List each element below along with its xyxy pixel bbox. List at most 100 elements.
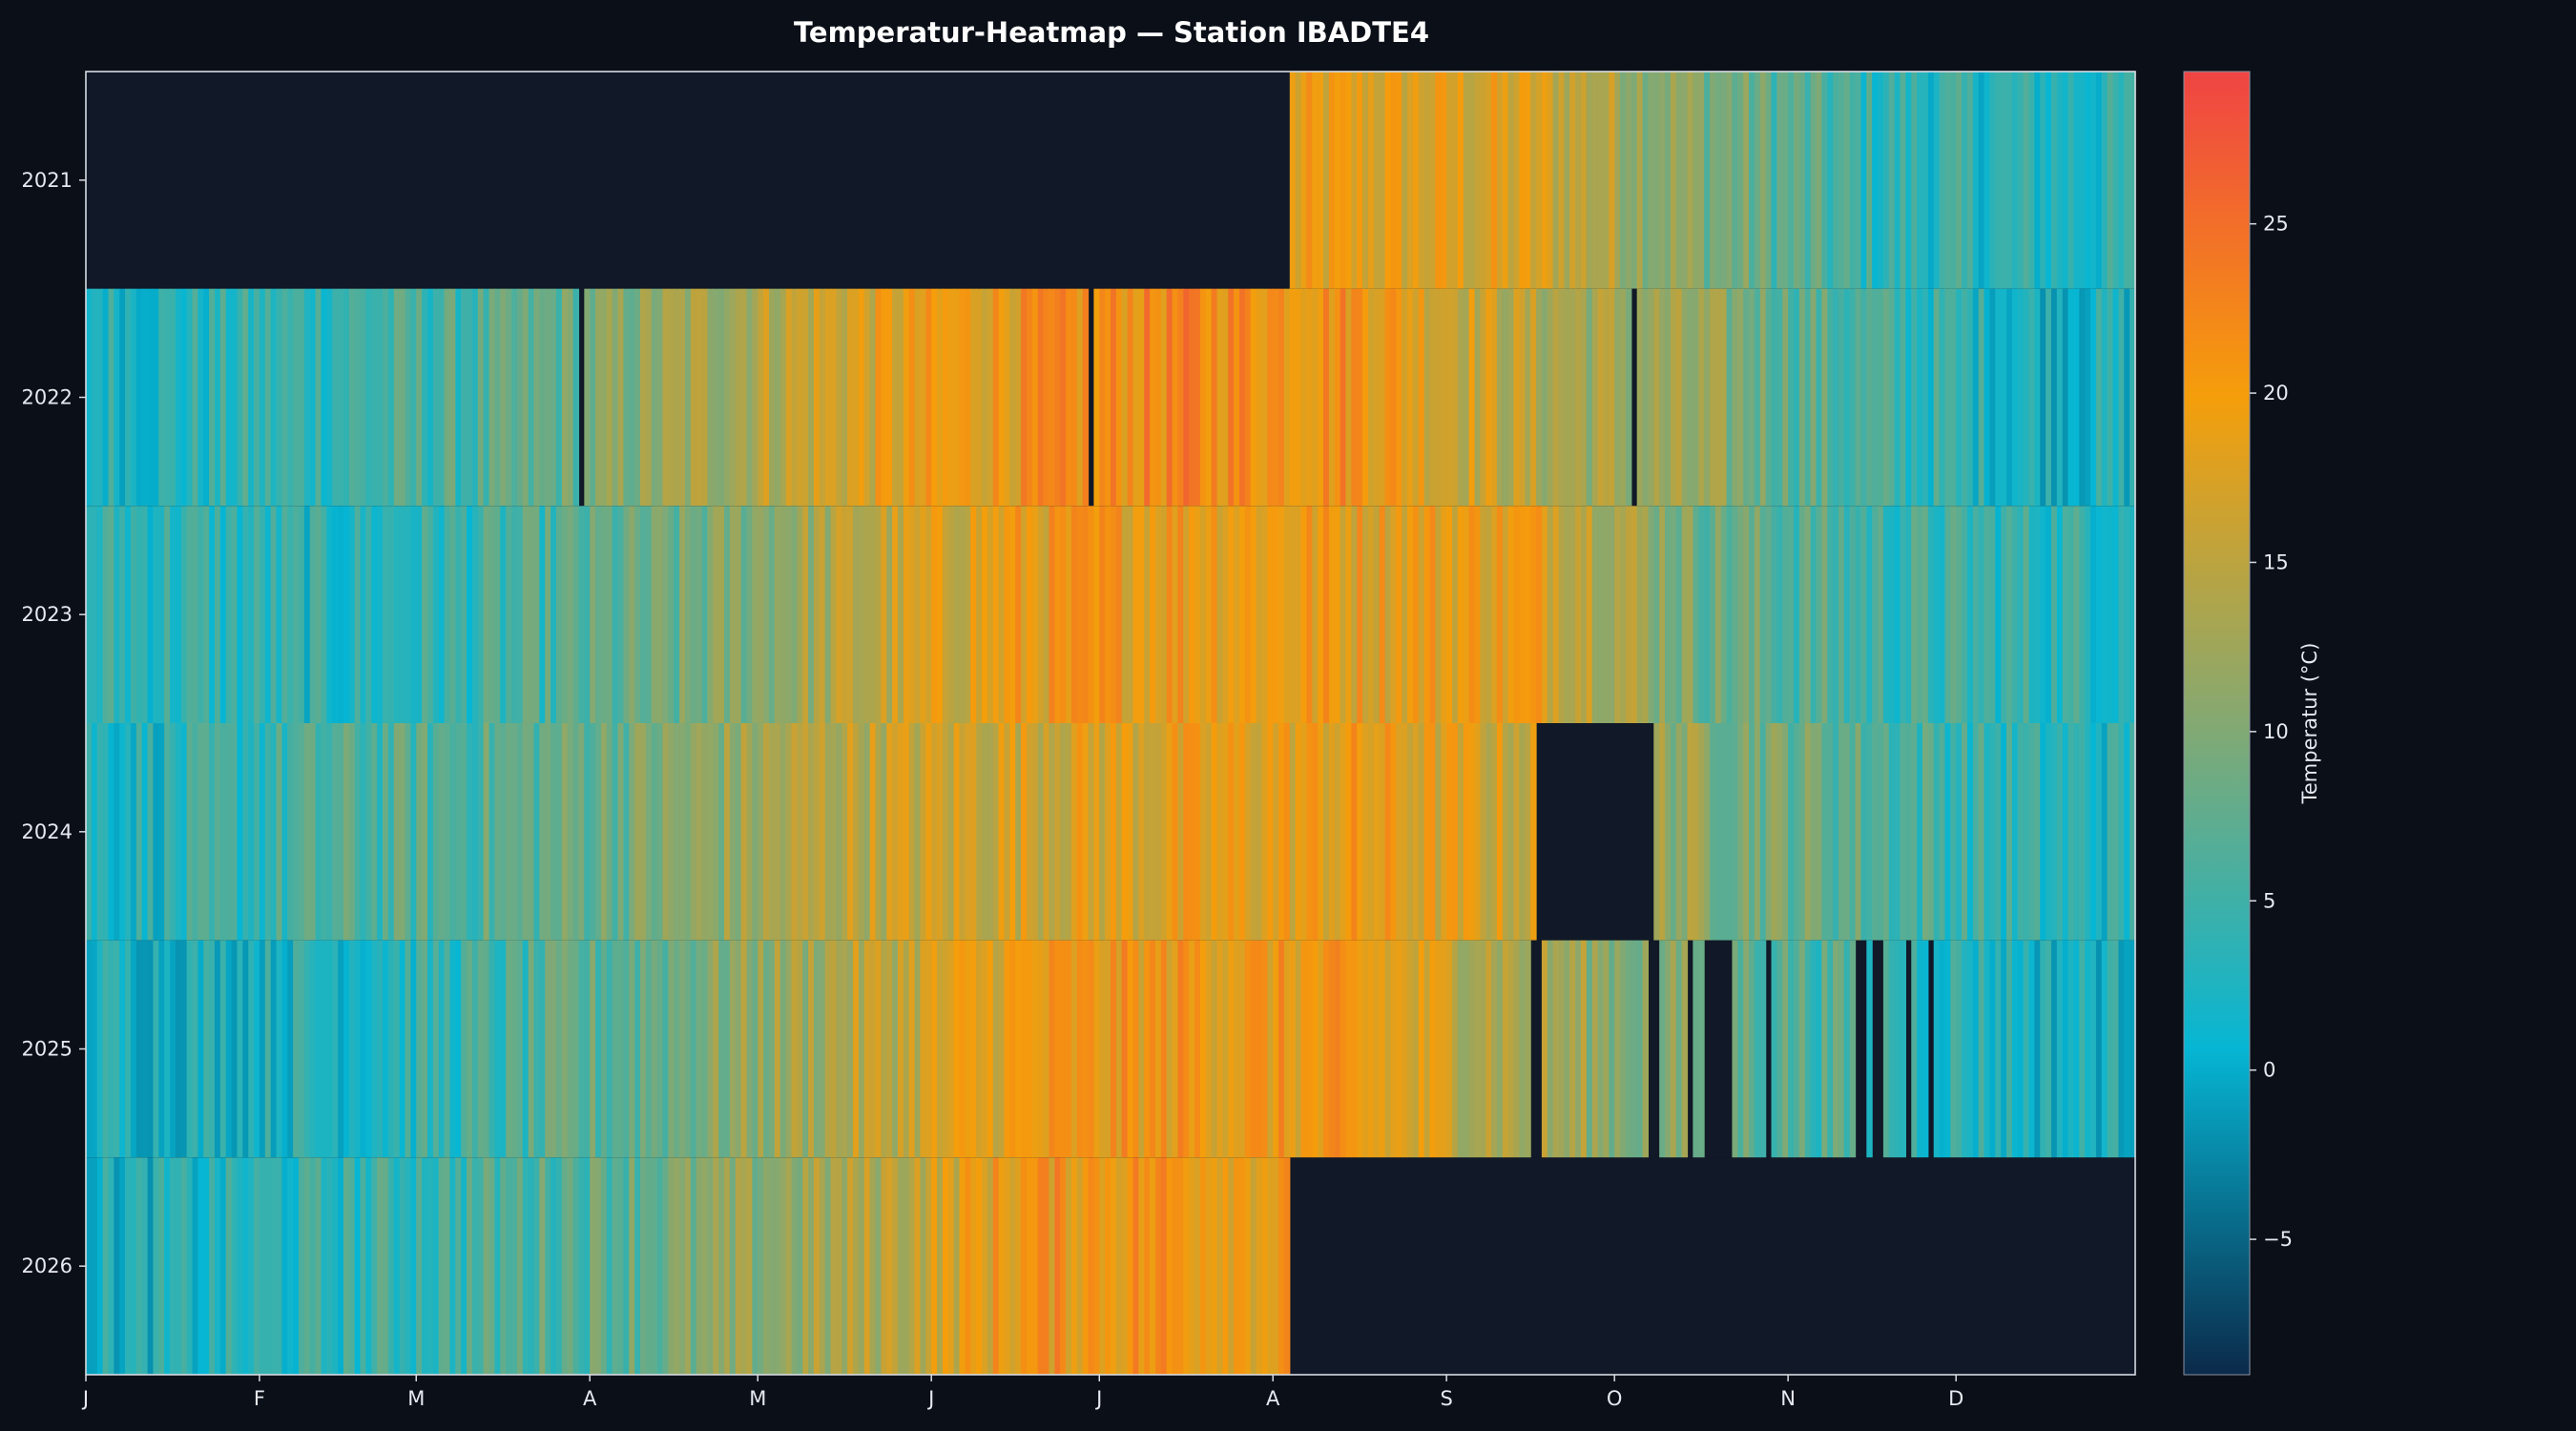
heat-cell <box>1978 723 1985 941</box>
heat-cell <box>1894 506 1901 723</box>
heat-cell <box>483 1157 490 1375</box>
heat-cell <box>1882 506 1890 723</box>
heat-cell <box>1093 288 1100 507</box>
heat-cell <box>1872 72 1879 289</box>
heat-cell <box>270 506 278 723</box>
heat-cell <box>1189 723 1195 941</box>
heat-cell <box>86 1157 93 1375</box>
heat-cell <box>1631 72 1638 289</box>
heat-cell <box>2090 72 2097 289</box>
heat-cell <box>1037 1157 1045 1375</box>
heat-cell <box>444 506 451 723</box>
heat-cell <box>1195 940 1201 1158</box>
heat-cell <box>1172 723 1179 941</box>
heat-cell <box>528 940 535 1158</box>
heat-cell <box>1300 940 1308 1158</box>
heat-cell <box>763 723 770 941</box>
heat-cell <box>1714 723 1722 941</box>
heat-cell <box>617 288 625 507</box>
heat-cell <box>293 940 300 1158</box>
heat-cell <box>158 288 165 507</box>
heat-cell <box>1256 1157 1263 1375</box>
heat-cell <box>153 940 159 1158</box>
heat-cell <box>976 723 983 941</box>
heat-cell <box>623 940 630 1158</box>
heat-cell <box>947 723 955 941</box>
heat-cell <box>1144 940 1151 1158</box>
heat-cell <box>2124 723 2130 941</box>
heat-cell <box>1177 288 1184 507</box>
heat-cell <box>1962 72 1968 289</box>
heat-cell <box>1295 72 1302 289</box>
heat-cell <box>405 288 411 507</box>
heat-cell <box>399 940 406 1158</box>
heat-cell <box>1552 506 1560 723</box>
heat-cell <box>516 506 524 723</box>
heat-cell <box>555 506 563 723</box>
heat-cell <box>740 506 748 723</box>
heat-cell <box>1367 72 1375 289</box>
heat-cell <box>1088 506 1094 723</box>
heat-cell <box>1423 940 1431 1158</box>
heat-cell <box>254 723 260 941</box>
heat-cell <box>629 723 635 941</box>
heat-cell <box>1205 288 1213 507</box>
heat-cell <box>1653 288 1660 507</box>
heat-cell <box>920 1157 926 1375</box>
heat-cell <box>1195 1157 1201 1375</box>
heat-cell <box>1261 1157 1268 1375</box>
heat-cell <box>147 723 155 941</box>
heat-cell <box>1004 506 1010 723</box>
heat-cell <box>600 723 608 941</box>
heat-cell <box>399 288 406 507</box>
heat-cell <box>1491 506 1498 723</box>
heat-cell <box>1396 288 1402 507</box>
heat-cell <box>1463 940 1470 1158</box>
heat-cell <box>2079 288 2086 507</box>
heat-cell <box>1502 506 1509 723</box>
heat-cell <box>2056 72 2064 289</box>
heat-cell <box>1222 288 1229 507</box>
heat-cell <box>1966 506 1974 723</box>
heat-cell <box>2046 506 2052 723</box>
heat-cell <box>1496 940 1504 1158</box>
heat-cell <box>869 506 877 723</box>
heat-cell <box>1788 723 1795 941</box>
heat-cell <box>371 1157 378 1375</box>
heat-cell <box>511 288 518 507</box>
heat-cell <box>209 288 216 507</box>
heat-cell <box>724 1157 731 1375</box>
heat-cell <box>1244 506 1252 723</box>
heat-cell <box>662 1157 669 1375</box>
heat-cell <box>1407 723 1414 941</box>
heat-cell <box>1956 723 1963 941</box>
heat-cell <box>707 506 714 723</box>
heat-cell <box>1575 72 1582 289</box>
heat-cell <box>1665 72 1672 289</box>
heat-cell <box>886 940 893 1158</box>
heat-cell <box>1172 506 1179 723</box>
heat-cell <box>881 1157 887 1375</box>
heat-cell <box>2034 940 2041 1158</box>
heat-cell <box>578 506 585 723</box>
heat-cell <box>1513 506 1521 723</box>
heat-cell <box>567 723 574 941</box>
heat-cell <box>1261 940 1268 1158</box>
heat-cell <box>1636 72 1644 289</box>
heat-cell <box>679 1157 686 1375</box>
heat-cell <box>1205 940 1213 1158</box>
heat-cell <box>242 1157 249 1375</box>
colorbar-tick-label: −5 <box>2263 1228 2293 1251</box>
heat-cell <box>1216 506 1223 723</box>
heat-cell <box>696 940 703 1158</box>
heat-cell <box>998 940 1006 1158</box>
heat-cell <box>1183 723 1190 941</box>
heat-cell <box>1351 723 1358 941</box>
heat-cell <box>1496 506 1504 723</box>
heat-cell <box>2090 940 2097 1158</box>
heat-cell <box>1088 723 1094 941</box>
heat-cell <box>1972 72 1980 289</box>
heat-cell <box>841 940 848 1158</box>
heat-cell <box>2067 723 2075 941</box>
heat-cell <box>1665 723 1672 941</box>
